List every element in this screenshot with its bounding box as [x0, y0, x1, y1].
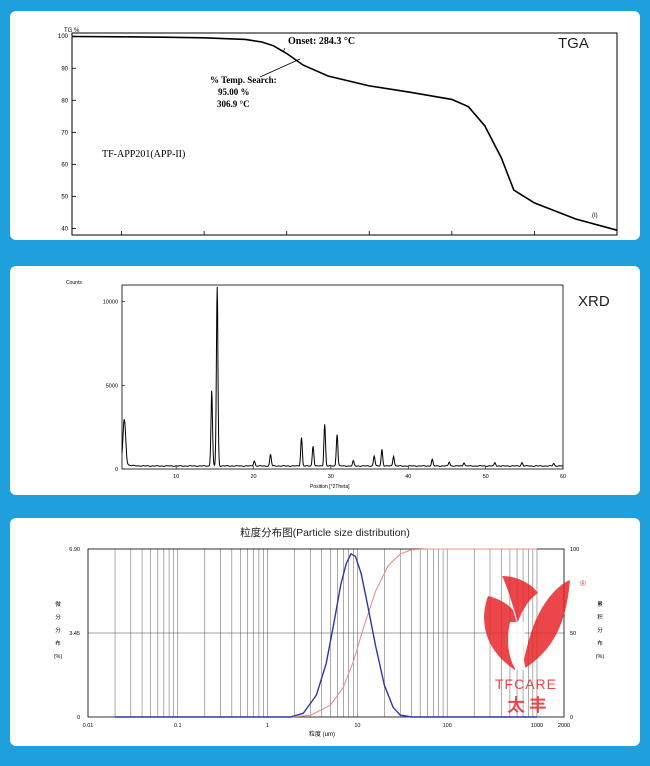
- search-annotation-line1: % Temp. Search:: [210, 75, 277, 85]
- tga-y-tick-label: 80: [61, 98, 68, 104]
- tga-curve: [71, 35, 618, 231]
- tga-curve-end-marker: (I): [592, 213, 598, 219]
- xrd-panel-label: XRD: [578, 293, 610, 310]
- psd-x-tick-label: 0.1: [174, 723, 182, 729]
- tga-x-ticks: 100200300400500600: [121, 231, 535, 235]
- tga-y-tick-label: 40: [61, 227, 68, 233]
- psd-cumulative-curve: [115, 548, 537, 718]
- psd-right-tick-label: 100: [570, 547, 579, 553]
- tfcare-logo: ® TFCARE 太 丰: [484, 576, 586, 715]
- psd-left-axis-char: 布: [55, 639, 61, 647]
- tga-panel-label: TGA: [558, 35, 589, 52]
- xrd-x-tick-label: 10: [173, 474, 179, 480]
- tga-y-ticks: 100 90 80 70 60 50 40: [58, 34, 76, 233]
- psd-left-axis-char: 分: [55, 626, 61, 634]
- psd-x-tick-label: 100: [443, 723, 452, 729]
- xrd-y-axis-label: Counts: [66, 280, 82, 286]
- xrd-x-ticks: 10 20 30 40 50 60: [173, 466, 566, 480]
- tga-y-tick-label: 90: [61, 66, 68, 72]
- xrd-y-tick-label: 10000: [103, 300, 118, 306]
- psd-right-tick-label: 0: [570, 715, 573, 721]
- tga-y-tick-label: 50: [61, 195, 68, 201]
- search-annotation-line3: 306.9 °C: [217, 99, 250, 109]
- psd-differential-curve: [115, 552, 537, 718]
- logo-chinese-text: 太 丰: [508, 695, 547, 715]
- psd-left-tick-label: 6.90: [69, 547, 80, 553]
- psd-left-axis-char: 分: [55, 613, 61, 621]
- psd-left-axis-char: (%): [54, 654, 63, 660]
- psd-x-ticks: 0.01 0.1 1 10 100 1000 2000: [83, 723, 570, 729]
- psd-left-tick-label: 3.45: [69, 631, 80, 637]
- tga-y-tick-label: 100: [58, 34, 69, 40]
- psd-left-y-ticks: 6.90 3.45 0: [69, 547, 80, 721]
- xrd-x-tick-label: 40: [405, 474, 411, 480]
- psd-grid: [88, 549, 564, 717]
- psd-x-tick-label: 1: [266, 723, 269, 729]
- psd-x-axis-label: 粒度 (um): [309, 730, 335, 738]
- xrd-plot-frame: [121, 284, 564, 470]
- xrd-y-tick-label: 5000: [106, 383, 118, 389]
- onset-pointer: [282, 47, 286, 53]
- search-annotation-line2: 95.00 %: [218, 87, 250, 97]
- xrd-x-axis-label: Position [°2Theta]: [310, 484, 350, 490]
- psd-x-tick-label: 10: [354, 723, 360, 729]
- xrd-x-tick-label: 30: [328, 474, 334, 480]
- psd-right-axis-char: (%): [596, 654, 605, 660]
- tga-y-axis-label: TG %: [64, 28, 80, 34]
- psd-left-tick-label: 0: [77, 715, 80, 721]
- xrd-panel: Counts 10000 5000 0 10 20 30 40 50 60 Position …: [10, 266, 640, 495]
- logo-registered-mark: ®: [580, 579, 586, 588]
- search-pointer: [259, 58, 301, 78]
- psd-chart: 粒度分布图(Particle size distribution) 6.90 3.…: [54, 526, 605, 738]
- psd-left-axis-char: 微: [55, 600, 61, 608]
- xrd-chart: Counts 10000 5000 0 10 20 30 40 50 60 Position …: [66, 280, 610, 490]
- psd-x-tick-label: 1000: [531, 723, 543, 729]
- xrd-x-tick-label: 50: [483, 474, 489, 480]
- psd-right-axis-char: 积: [597, 614, 603, 621]
- psd-x-tick-label: 0.01: [83, 723, 94, 729]
- psd-right-axis-char: 分: [597, 626, 603, 634]
- psd-panel: 粒度分布图(Particle size distribution) 6.90 3.…: [10, 518, 640, 746]
- onset-annotation: Onset: 284.3 °C: [288, 36, 355, 47]
- psd-right-axis-char: 累: [597, 601, 603, 608]
- tga-y-tick-label: 60: [61, 162, 68, 168]
- logo-text: TFCARE: [495, 676, 557, 692]
- psd-plot-frame: [87, 548, 565, 718]
- psd-right-y-ticks: 100 50 0: [570, 547, 579, 721]
- xrd-x-tick-label: 20: [250, 474, 256, 480]
- psd-title: 粒度分布图(Particle size distribution): [240, 526, 410, 539]
- xrd-y-tick-label: 0: [115, 467, 118, 473]
- tga-plot-frame: [71, 32, 618, 236]
- xrd-pattern: [121, 286, 564, 467]
- tga-y-tick-label: 70: [61, 130, 68, 136]
- xrd-x-tick-label: 60: [560, 474, 566, 480]
- xrd-y-ticks: 10000 5000 0: [103, 300, 125, 473]
- psd-x-tick-label: 2000: [558, 723, 570, 729]
- tga-sample-name: TF-APP201(APP-II): [102, 149, 185, 160]
- psd-right-tick-label: 50: [570, 631, 576, 637]
- psd-right-axis-char: 布: [597, 639, 603, 647]
